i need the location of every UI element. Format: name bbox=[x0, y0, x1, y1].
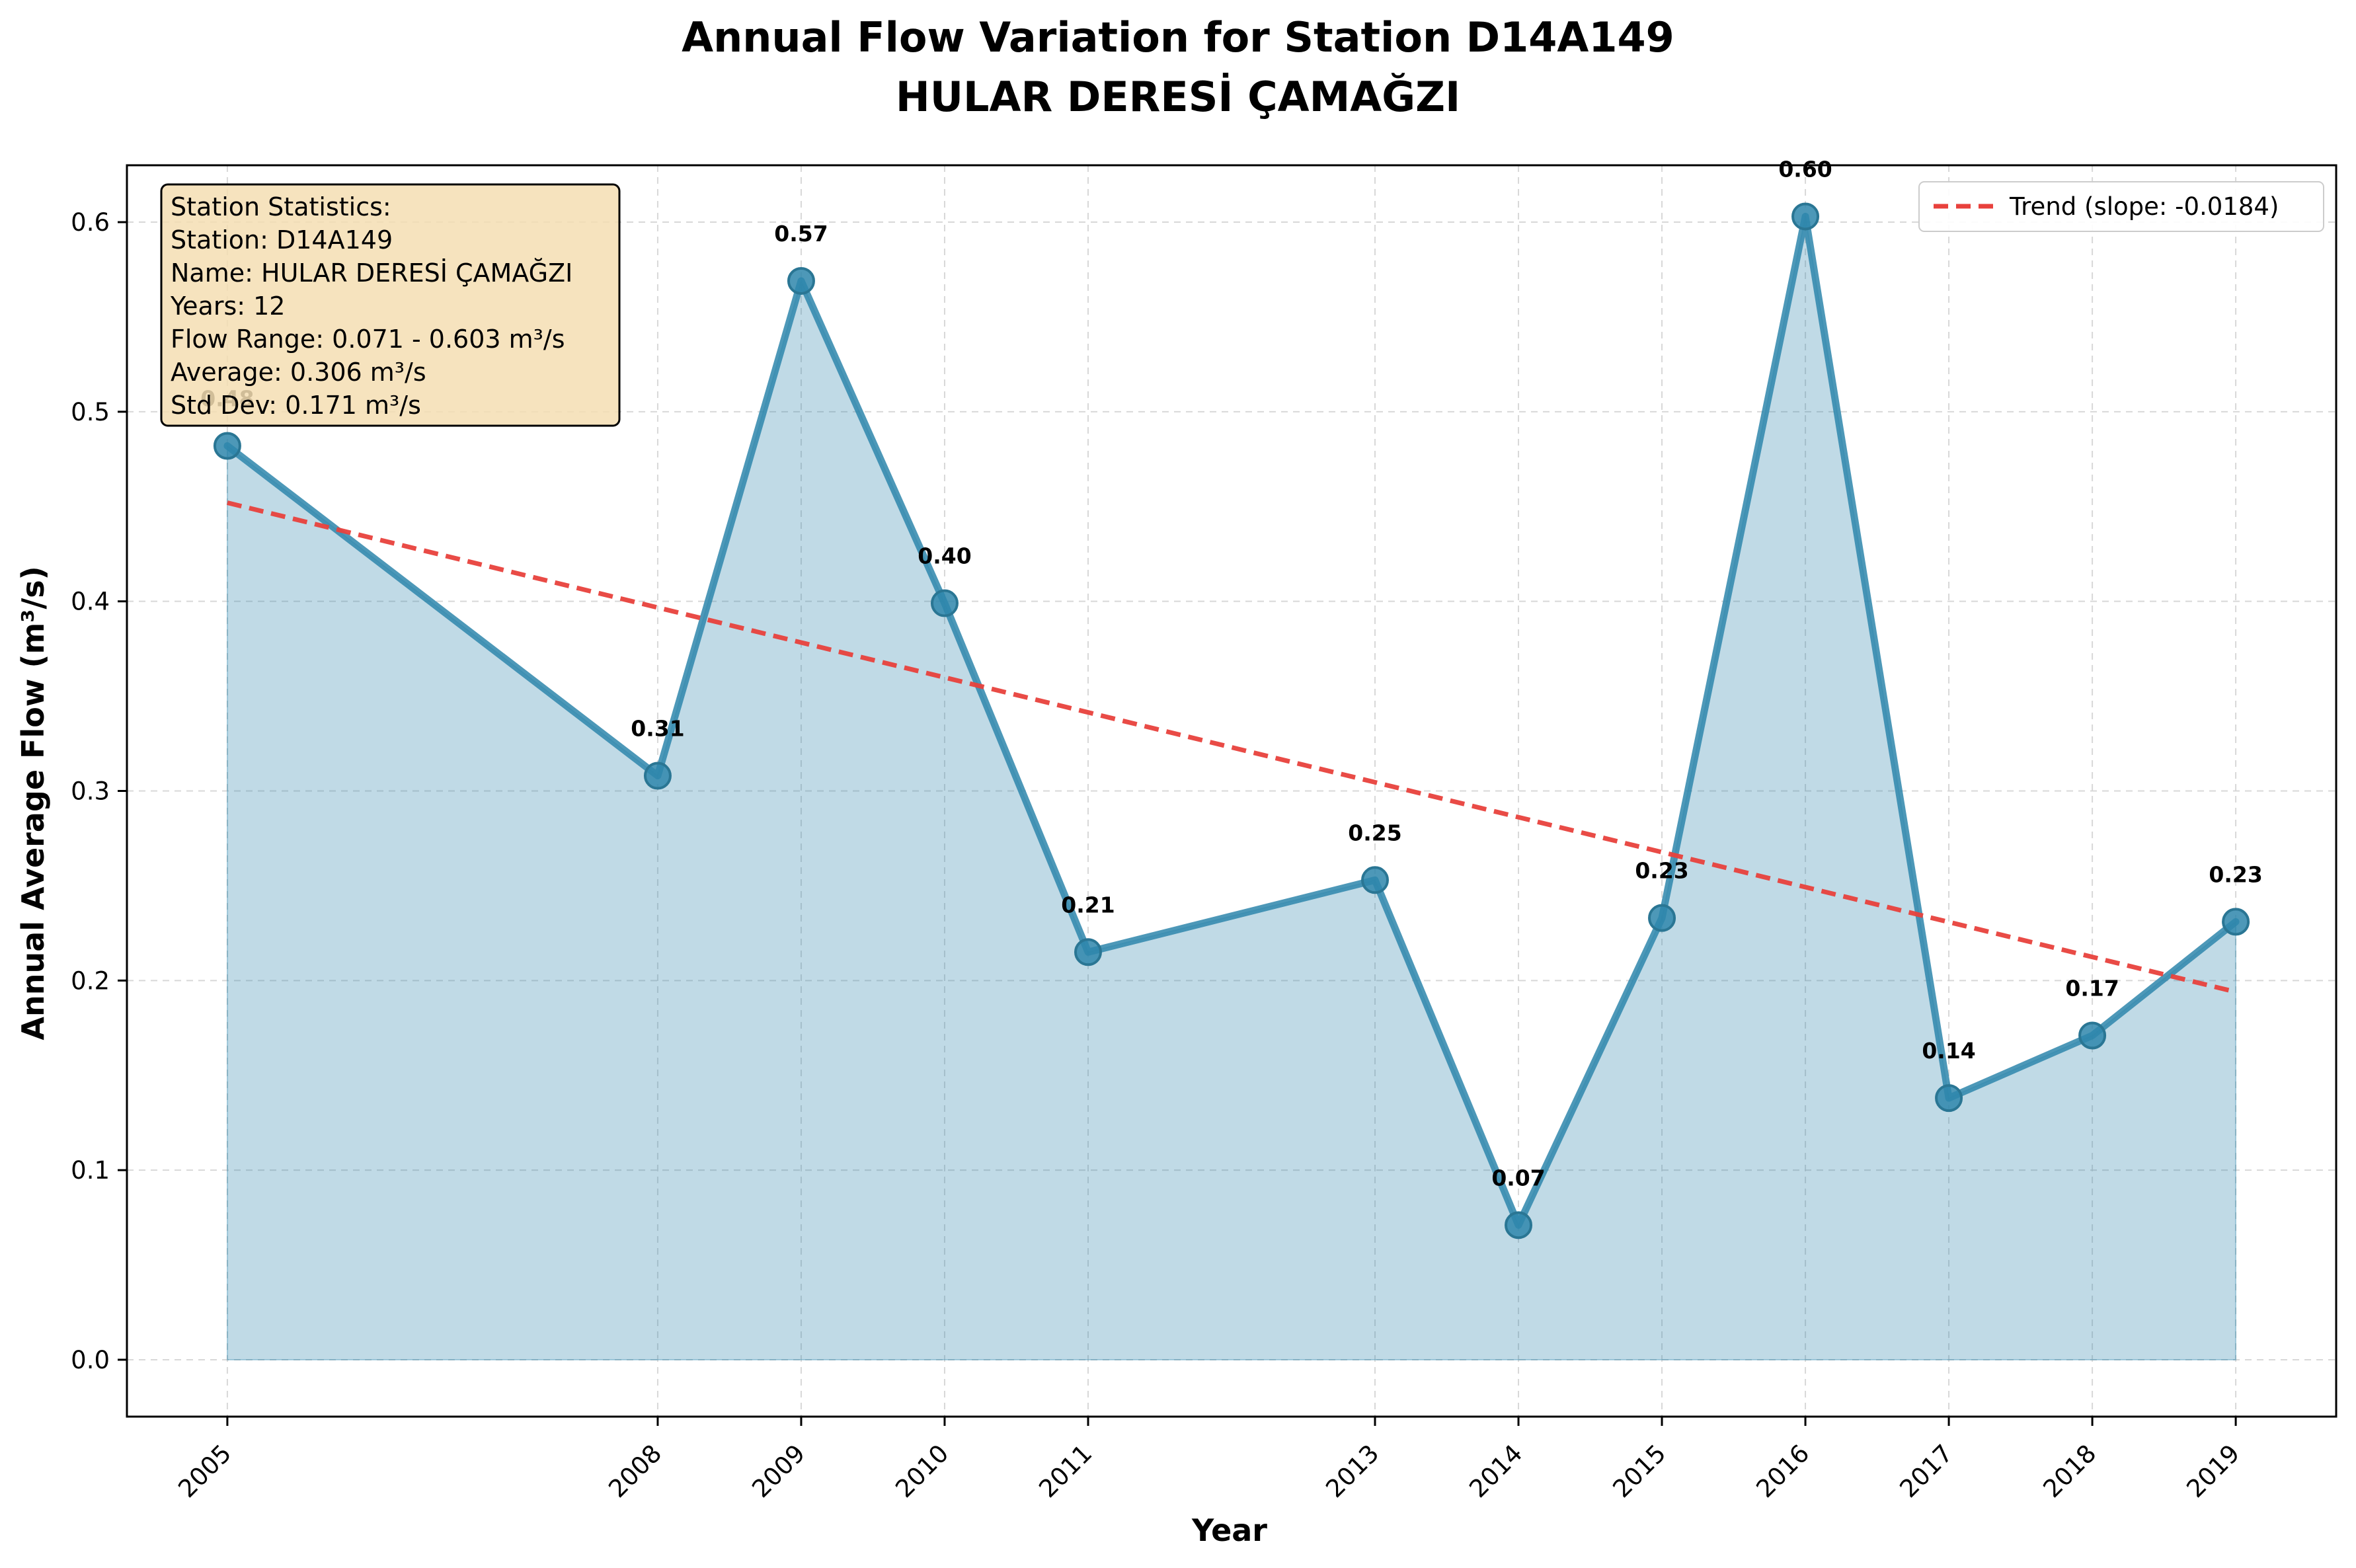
x-tick-label: 2014 bbox=[1464, 1439, 1528, 1503]
plot-area: 0.480.310.570.400.210.250.070.230.600.14… bbox=[71, 156, 2337, 1503]
trend-line bbox=[227, 500, 2236, 994]
stats-box-background bbox=[160, 183, 621, 427]
x-tick-label: 2005 bbox=[173, 1439, 237, 1503]
stats-box-line: Name: HULAR DERESİ ÇAMAĞZI bbox=[171, 258, 572, 288]
y-tick-label: 0.3 bbox=[71, 777, 110, 806]
x-tick-label: 2013 bbox=[1320, 1439, 1384, 1503]
x-tick-label: 2008 bbox=[603, 1439, 667, 1503]
data-label: 0.23 bbox=[1635, 858, 1688, 884]
data-label: 0.07 bbox=[1491, 1165, 1545, 1191]
y-axis-label: Annual Average Flow (m³/s) bbox=[15, 566, 51, 1040]
stats-box-line: Station Statistics: bbox=[171, 192, 391, 221]
stats-box-line: Average: 0.306 m³/s bbox=[171, 358, 426, 387]
stats-box-line: Flow Range: 0.071 - 0.603 m³/s bbox=[171, 325, 565, 354]
data-point-marker bbox=[1648, 904, 1676, 932]
flow-series-line bbox=[223, 212, 2240, 1229]
stats-box-line: Std Dev: 0.171 m³/s bbox=[171, 391, 421, 420]
data-point-marker bbox=[1791, 202, 1820, 231]
data-point-marker bbox=[787, 266, 815, 295]
legend: Trend (slope: -0.0184) bbox=[1918, 181, 2324, 232]
data-point-marker bbox=[1074, 938, 1102, 966]
y-tick-label: 0.2 bbox=[71, 966, 110, 995]
data-point-marker bbox=[1935, 1084, 1963, 1113]
y-tick-label: 0.0 bbox=[71, 1346, 110, 1374]
data-label: 0.60 bbox=[1778, 156, 1832, 182]
y-tick-label: 0.6 bbox=[71, 208, 110, 237]
legend-trend-label: Trend (slope: -0.0184) bbox=[2009, 192, 2279, 221]
data-label: 0.31 bbox=[631, 716, 684, 742]
data-label: 0.23 bbox=[2209, 861, 2262, 887]
stats-box-line: Years: 12 bbox=[170, 292, 286, 321]
x-tick-label: 2015 bbox=[1607, 1439, 1671, 1503]
x-tick-label: 2011 bbox=[1033, 1439, 1097, 1503]
x-tick-label: 2010 bbox=[890, 1439, 954, 1503]
data-point-marker bbox=[1505, 1211, 1533, 1239]
stats-box-line: Station: D14A149 bbox=[171, 225, 393, 255]
y-tick-label: 0.5 bbox=[71, 398, 110, 426]
x-tick-label: 2019 bbox=[2181, 1439, 2245, 1503]
data-label: 0.17 bbox=[2065, 975, 2119, 1001]
data-label: 0.57 bbox=[774, 221, 828, 247]
data-label: 0.14 bbox=[1922, 1038, 1975, 1064]
x-tick-label: 2017 bbox=[1894, 1439, 1958, 1503]
data-label: 0.25 bbox=[1348, 820, 1401, 845]
x-tick-label: 2009 bbox=[746, 1439, 810, 1503]
stats-box: Station Statistics: Station: D14A149Name:… bbox=[160, 183, 621, 427]
x-tick-label: 2018 bbox=[2037, 1439, 2101, 1503]
data-point-marker bbox=[2222, 908, 2250, 936]
data-point-marker bbox=[1361, 866, 1390, 894]
x-axis-label: Year bbox=[1191, 1512, 1267, 1548]
chart-title: Annual Flow Variation for Station D14A14… bbox=[682, 13, 1674, 61]
chart-subtitle: HULAR DERESİ ÇAMAĞZI bbox=[896, 73, 1460, 121]
legend-frame bbox=[1918, 181, 2324, 232]
data-label: 0.40 bbox=[918, 543, 971, 569]
data-point-marker bbox=[2078, 1021, 2107, 1050]
data-point-marker bbox=[213, 432, 241, 460]
y-tick-label: 0.1 bbox=[71, 1156, 110, 1185]
data-label: 0.21 bbox=[1061, 892, 1115, 918]
data-point-marker bbox=[930, 589, 959, 617]
x-tick-label: 2016 bbox=[1750, 1439, 1815, 1503]
data-point-marker bbox=[643, 762, 672, 790]
y-tick-label: 0.4 bbox=[71, 588, 110, 616]
